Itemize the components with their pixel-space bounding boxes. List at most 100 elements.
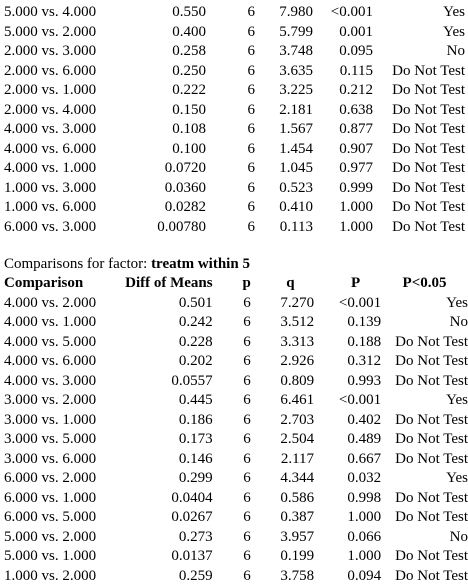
header-diff-of-means: Diff of Means <box>115 274 212 294</box>
cell-significance: Yes <box>373 3 465 23</box>
cell-significance: Do Not Test <box>381 411 468 431</box>
cell-p: 6 <box>213 352 251 372</box>
cell-p: 6 <box>213 313 251 333</box>
cell-q: 0.199 <box>251 547 314 567</box>
cell-q: 0.586 <box>251 489 314 509</box>
cell-P: <0.001 <box>314 391 381 411</box>
header-comparison: Comparison <box>4 274 115 294</box>
table-header-row: Comparison Diff of Means p q P P<0.05 <box>4 274 468 294</box>
cell-P: 0.095 <box>313 42 373 62</box>
cell-comparison: 1.000 vs. 6.000 <box>4 198 122 218</box>
cell-diff-of-means: 0.550 <box>122 3 206 23</box>
cell-q: 0.809 <box>251 372 314 392</box>
cell-p: 6 <box>206 198 255 218</box>
cell-comparison: 2.000 vs. 6.000 <box>4 62 122 82</box>
cell-P: 0.139 <box>314 313 381 333</box>
comparison-table-treatm-within-5: Comparison Diff of Means p q P P<0.05 4.… <box>4 274 468 586</box>
cell-diff-of-means: 0.0267 <box>115 508 212 528</box>
cell-P: 0.094 <box>314 567 381 586</box>
cell-q: 1.567 <box>255 120 313 140</box>
cell-P: <0.001 <box>313 3 373 23</box>
cell-q: 1.454 <box>255 140 313 160</box>
cell-p: 6 <box>213 430 251 450</box>
cell-P: 0.993 <box>314 372 381 392</box>
cell-significance: Yes <box>381 391 468 411</box>
cell-diff-of-means: 0.150 <box>122 101 206 121</box>
cell-comparison: 5.000 vs. 4.000 <box>4 3 122 23</box>
cell-significance: Do Not Test <box>381 508 468 528</box>
cell-q: 3.748 <box>255 42 313 62</box>
cell-q: 1.045 <box>255 159 313 179</box>
header-significance: P<0.05 <box>381 274 468 294</box>
cell-diff-of-means: 0.186 <box>115 411 212 431</box>
cell-significance: Yes <box>381 294 468 314</box>
cell-p: 6 <box>206 120 255 140</box>
cell-p: 6 <box>213 508 251 528</box>
cell-q: 3.512 <box>251 313 314 333</box>
cell-comparison: 4.000 vs. 3.000 <box>4 372 115 392</box>
cell-P: 1.000 <box>313 218 373 238</box>
cell-diff-of-means: 0.100 <box>122 140 206 160</box>
cell-diff-of-means: 0.273 <box>115 528 212 548</box>
cell-diff-of-means: 0.0282 <box>122 198 206 218</box>
section-title: Comparisons for factor: treatm within 5 <box>4 255 468 274</box>
cell-significance: Do Not Test <box>381 567 468 586</box>
cell-P: 0.999 <box>313 179 373 199</box>
cell-P: 0.212 <box>313 81 373 101</box>
cell-P: 0.638 <box>313 101 373 121</box>
cell-p: 6 <box>213 411 251 431</box>
cell-diff-of-means: 0.259 <box>115 567 212 586</box>
cell-p: 6 <box>206 3 255 23</box>
cell-comparison: 2.000 vs. 3.000 <box>4 42 122 62</box>
cell-comparison: 5.000 vs. 1.000 <box>4 547 115 567</box>
cell-p: 6 <box>213 567 251 586</box>
cell-q: 7.270 <box>251 294 314 314</box>
cell-significance: Yes <box>381 469 468 489</box>
cell-significance: Do Not Test <box>381 372 468 392</box>
cell-comparison: 6.000 vs. 5.000 <box>4 508 115 528</box>
cell-P: 0.402 <box>314 411 381 431</box>
cell-comparison: 4.000 vs. 1.000 <box>4 159 122 179</box>
cell-diff-of-means: 0.0360 <box>122 179 206 199</box>
cell-comparison: 4.000 vs. 2.000 <box>4 294 115 314</box>
cell-significance: Do Not Test <box>381 489 468 509</box>
cell-P: 0.066 <box>314 528 381 548</box>
cell-q: 3.957 <box>251 528 314 548</box>
cell-diff-of-means: 0.0720 <box>122 159 206 179</box>
cell-significance: Do Not Test <box>381 450 468 470</box>
cell-comparison: 6.000 vs. 1.000 <box>4 489 115 509</box>
cell-diff-of-means: 0.202 <box>115 352 212 372</box>
cell-P: 0.001 <box>313 23 373 43</box>
cell-significance: Do Not Test <box>373 62 465 82</box>
cell-p: 6 <box>206 218 255 238</box>
cell-significance: Do Not Test <box>373 198 465 218</box>
section-title-factor: treatm within 5 <box>151 256 250 272</box>
cell-diff-of-means: 0.0557 <box>115 372 212 392</box>
cell-p: 6 <box>213 528 251 548</box>
cell-diff-of-means: 0.00780 <box>122 218 206 238</box>
cell-significance: Do Not Test <box>373 179 465 199</box>
cell-P: <0.001 <box>314 294 381 314</box>
cell-comparison: 5.000 vs. 2.000 <box>4 23 122 43</box>
cell-p: 6 <box>206 23 255 43</box>
cell-q: 3.635 <box>255 62 313 82</box>
cell-p: 6 <box>213 294 251 314</box>
cell-q: 0.113 <box>255 218 313 238</box>
cell-comparison: 1.000 vs. 3.000 <box>4 179 122 199</box>
header-q: q <box>251 274 314 294</box>
cell-significance: Do Not Test <box>381 352 468 372</box>
cell-comparison: 3.000 vs. 1.000 <box>4 411 115 431</box>
cell-significance: Do Not Test <box>373 218 465 238</box>
cell-comparison: 3.000 vs. 5.000 <box>4 430 115 450</box>
cell-comparison: 1.000 vs. 2.000 <box>4 567 115 586</box>
cell-diff-of-means: 0.242 <box>115 313 212 333</box>
